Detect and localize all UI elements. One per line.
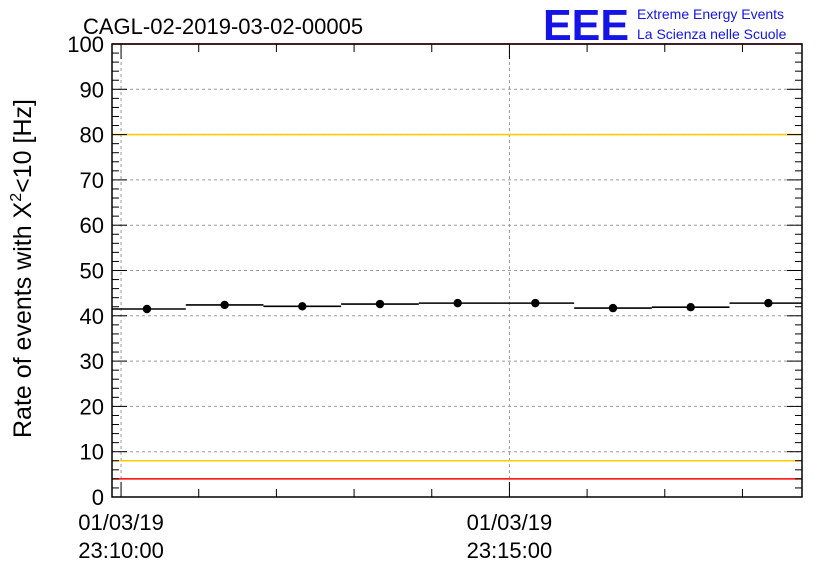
axis-ticks (112, 43, 802, 498)
data-point (453, 298, 462, 308)
x-tick-label-time: 23:10:00 (78, 538, 164, 563)
y-tick-label: 20 (80, 394, 104, 419)
data-point (375, 299, 385, 309)
reference-lines (112, 43, 802, 480)
data-point (298, 302, 307, 311)
data-point (764, 298, 773, 308)
x-tick-labels: 01/03/19 23:10:00 01/03/19 23:15:00 (78, 510, 552, 563)
y-tick-labels: 0 10 20 30 40 50 60 70 80 90 100 (67, 32, 104, 510)
data-point (608, 303, 618, 313)
y-tick-label: 70 (80, 168, 104, 193)
x-tick-label-date: 01/03/19 (467, 510, 553, 535)
y-tick-label: 90 (80, 77, 104, 102)
y-tick-label: 80 (80, 123, 104, 148)
eee-logo: EEE Extreme Energy Events La Scienza nel… (543, 1, 787, 50)
data-point (142, 304, 152, 314)
chart-title: CAGL-02-2019-03-02-00005 (83, 14, 363, 39)
logo-line-2: La Scienza nelle Scuole (637, 26, 787, 42)
y-axis-label: Rate of events with X2<10 [Hz] (8, 99, 37, 438)
y-tick-label: 30 (80, 349, 104, 374)
y-tick-label: 60 (80, 213, 104, 238)
x-tick-label-date: 01/03/19 (78, 510, 164, 535)
y-tick-label: 40 (80, 304, 104, 329)
logo-line-1: Extreme Energy Events (637, 6, 784, 22)
x-tick-label-time: 23:15:00 (467, 538, 553, 563)
y-tick-label: 0 (92, 485, 104, 510)
data-point (531, 298, 540, 308)
grid (112, 44, 802, 497)
data-series (112, 298, 802, 314)
y-tick-label: 10 (80, 440, 104, 465)
y-tick-label: 100 (67, 32, 104, 57)
y-tick-label: 50 (80, 259, 104, 284)
data-point (686, 302, 695, 312)
data-point (220, 300, 229, 310)
logo-mark: EEE (543, 1, 629, 50)
